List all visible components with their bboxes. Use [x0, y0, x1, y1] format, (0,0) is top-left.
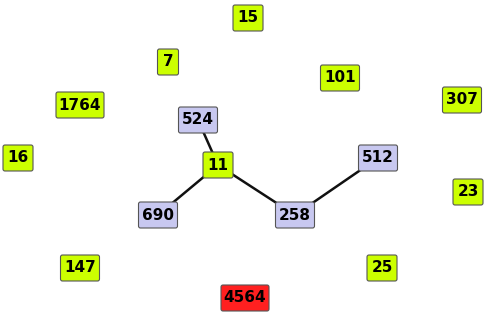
Text: 690: 690: [142, 207, 174, 222]
FancyBboxPatch shape: [276, 202, 314, 228]
Text: 258: 258: [279, 207, 311, 222]
Text: 1764: 1764: [59, 98, 101, 113]
Text: 25: 25: [372, 260, 392, 276]
Text: 101: 101: [324, 70, 356, 85]
FancyBboxPatch shape: [158, 49, 178, 75]
Text: 147: 147: [64, 260, 96, 276]
FancyBboxPatch shape: [138, 202, 177, 228]
FancyBboxPatch shape: [367, 255, 397, 281]
FancyBboxPatch shape: [442, 87, 482, 113]
FancyBboxPatch shape: [453, 179, 483, 205]
Text: 16: 16: [8, 150, 28, 165]
FancyBboxPatch shape: [233, 5, 263, 31]
Text: 15: 15: [238, 11, 258, 26]
Text: 512: 512: [362, 150, 394, 165]
FancyBboxPatch shape: [203, 152, 233, 178]
Text: 11: 11: [208, 157, 229, 172]
Text: 4564: 4564: [224, 291, 266, 306]
Text: 524: 524: [182, 113, 214, 127]
Text: 7: 7: [162, 54, 173, 69]
FancyBboxPatch shape: [56, 92, 104, 118]
FancyBboxPatch shape: [320, 65, 360, 91]
Text: 307: 307: [446, 92, 478, 108]
Text: 23: 23: [458, 185, 478, 199]
FancyBboxPatch shape: [358, 145, 398, 171]
FancyBboxPatch shape: [3, 145, 33, 171]
FancyBboxPatch shape: [60, 255, 100, 281]
FancyBboxPatch shape: [178, 107, 218, 133]
FancyBboxPatch shape: [221, 285, 269, 311]
